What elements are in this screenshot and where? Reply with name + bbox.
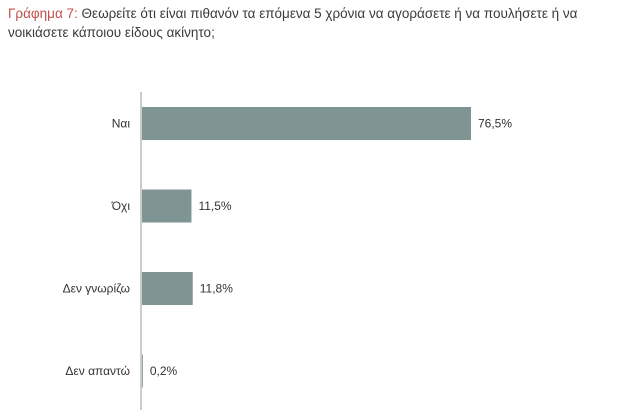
category-label-0: Ναι [112,117,131,131]
category-label-2: Δεν γνωρίζω [63,282,130,296]
category-label-3: Δεν απαντώ [65,364,130,378]
bar-1 [142,189,192,223]
bar-3 [142,354,143,388]
value-label-1: 11,5% [198,199,231,213]
bar-2 [142,272,193,305]
category-label-1: Όχι [111,199,131,213]
chart-title: Γράφημα 7: Θεωρείτε ότι είναι πιθανόν τα… [8,4,616,42]
chart-title-text: Θεωρείτε ότι είναι πιθανόν τα επόμενα 5 … [8,6,578,40]
bars-group: Ναι 76,5% Όχι 11,5% Δεν γνωρίζω 11,8% Δεν απαν… [63,107,512,388]
chart-title-lead: Γράφημα 7: [8,6,78,21]
value-label-3: 0,2% [150,364,178,378]
value-label-0: 76,5% [478,117,512,131]
bar-0 [142,107,471,140]
value-label-2: 11,8% [200,282,233,296]
